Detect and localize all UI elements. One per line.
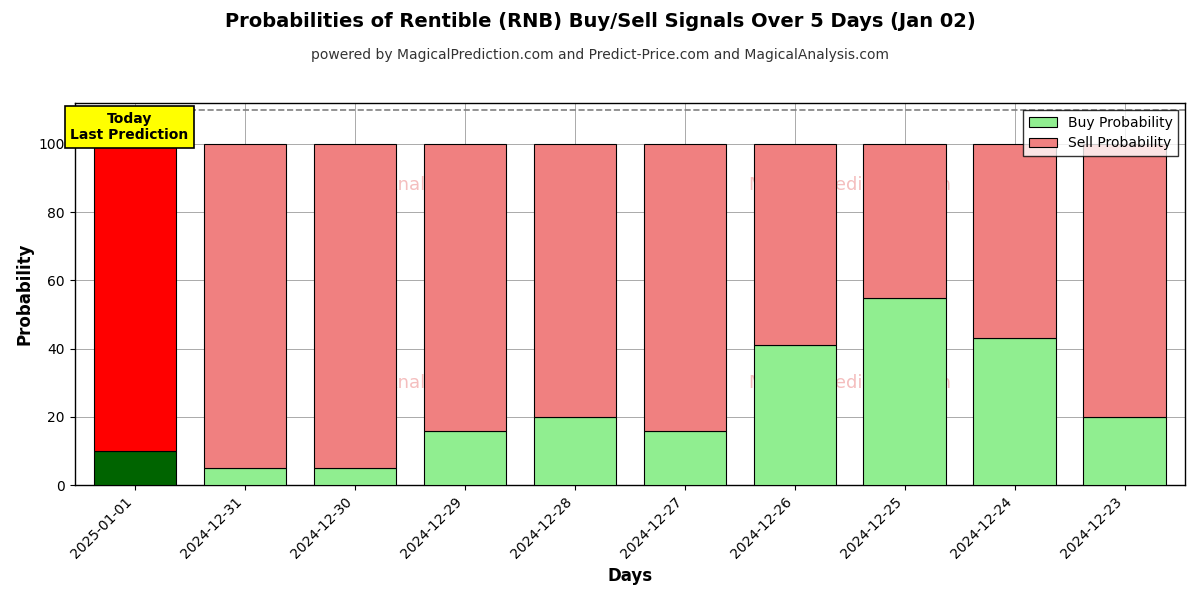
Bar [973, 144, 1056, 338]
Bar [204, 468, 287, 485]
X-axis label: Days: Days [607, 567, 653, 585]
Y-axis label: Probability: Probability [16, 243, 34, 346]
Text: MagicalPrediction.com: MagicalPrediction.com [748, 176, 952, 194]
Bar [94, 451, 176, 485]
Bar [1084, 144, 1165, 417]
Bar [534, 144, 616, 417]
Text: MagicalAnalysis.com: MagicalAnalysis.com [316, 374, 504, 392]
Bar [313, 468, 396, 485]
Bar [204, 144, 287, 468]
Bar [864, 298, 946, 485]
Text: Probabilities of Rentible (RNB) Buy/Sell Signals Over 5 Days (Jan 02): Probabilities of Rentible (RNB) Buy/Sell… [224, 12, 976, 31]
Text: Today
Last Prediction: Today Last Prediction [71, 112, 188, 142]
Legend: Buy Probability, Sell Probability: Buy Probability, Sell Probability [1024, 110, 1178, 156]
Bar [864, 144, 946, 298]
Bar [424, 431, 506, 485]
Bar [94, 144, 176, 451]
Text: powered by MagicalPrediction.com and Predict-Price.com and MagicalAnalysis.com: powered by MagicalPrediction.com and Pre… [311, 48, 889, 62]
Bar [534, 417, 616, 485]
Text: MagicalPrediction.com: MagicalPrediction.com [748, 374, 952, 392]
Bar [424, 144, 506, 431]
Bar [643, 144, 726, 431]
Text: MagicalAnalysis.com: MagicalAnalysis.com [316, 176, 504, 194]
Bar [973, 338, 1056, 485]
Bar [754, 144, 836, 346]
Bar [754, 346, 836, 485]
Bar [313, 144, 396, 468]
Bar [643, 431, 726, 485]
Bar [1084, 417, 1165, 485]
